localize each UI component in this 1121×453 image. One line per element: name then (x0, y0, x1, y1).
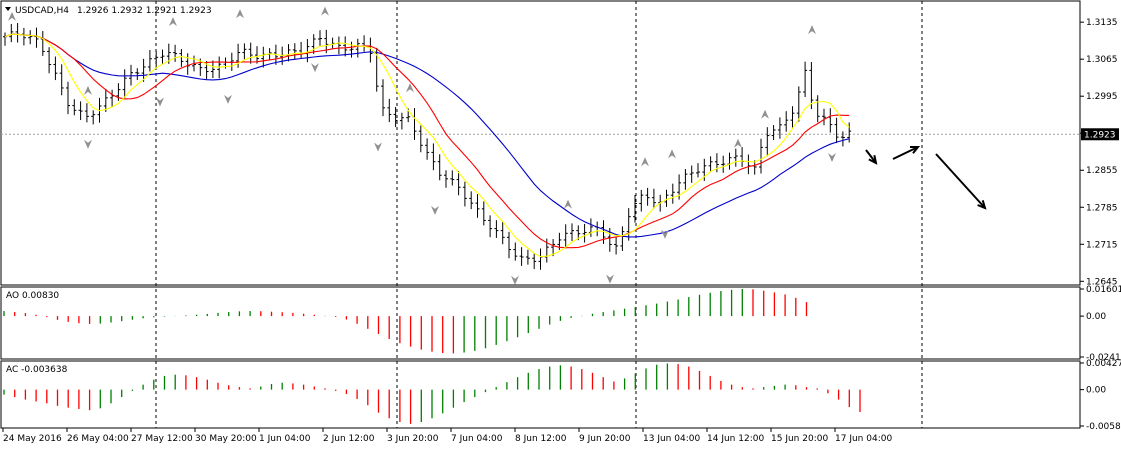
ao-tick-label: 0.00 (1086, 312, 1106, 322)
fractal-down-marker (224, 94, 232, 104)
fractal-down-marker (431, 205, 439, 215)
forecast-arrow-down-small (865, 149, 877, 164)
fractal-down-marker (511, 275, 519, 285)
time-axis-label: 15 Jun 20:00 (771, 434, 828, 444)
forecast-arrow-up (892, 146, 919, 160)
fractal-up-marker (406, 83, 414, 93)
time-axis-label: 2 Jun 12:00 (323, 434, 375, 444)
time-axis-label: 7 Jun 04:00 (451, 434, 503, 444)
time-axis-label: 30 May 20:00 (195, 434, 257, 444)
fractal-down-marker (828, 153, 836, 163)
header: USDCAD,H4 1.2926 1.2932 1.2921 1.2923 AO… (5, 6, 212, 375)
fractal-up-marker (84, 85, 92, 95)
ma-mid-line (4, 33, 850, 249)
time-axis-label: 13 Jun 04:00 (643, 434, 700, 444)
current-price-box (1081, 128, 1119, 141)
price-tick-label: 1.2645 (1086, 277, 1118, 287)
ma-fast-line (4, 33, 850, 258)
fractal-down-marker (661, 229, 669, 239)
current-price-label: 1.2923 (1084, 130, 1116, 140)
time-axis-label: 8 Jun 12:00 (515, 434, 567, 444)
fractal-up-marker (564, 199, 572, 209)
price-tick-label: 1.2785 (1086, 203, 1118, 213)
fractal-down-marker (311, 63, 319, 73)
forecast-arrow-down (935, 153, 986, 209)
price-tick-label: 1.2715 (1086, 240, 1118, 250)
fractal-up-marker (236, 9, 244, 19)
time-axis-label: 14 Jun 12:00 (707, 434, 764, 444)
vertical-dashed-markers (155, 1, 923, 428)
ac-tick-label: 0.004274 (1086, 359, 1121, 369)
time-axis-label: 24 May 2016 (3, 434, 62, 444)
price-tick-label: 1.2995 (1086, 92, 1118, 102)
ac-tick-label: -0.00584 (1086, 422, 1121, 432)
ao-title: AO 0.00830 (6, 291, 59, 301)
ma-slow-line (4, 33, 850, 238)
ac-title: AC -0.003638 (6, 365, 68, 375)
fractal-down-marker (156, 97, 164, 107)
ao-tick-label: 0.01601 (1086, 285, 1121, 295)
time-axis-label: 9 Jun 20:00 (579, 434, 631, 444)
forecast-arrow-up-head (909, 145, 921, 154)
price-tick-label: 1.3065 (1086, 55, 1118, 65)
fractal-up-marker (8, 11, 16, 21)
time-axis-label: 26 May 04:00 (67, 434, 129, 444)
ao-tick-label: -0.02414 (1086, 353, 1121, 363)
time-axis-label: 3 Jun 20:00 (387, 434, 439, 444)
fractal-down-marker (606, 274, 614, 284)
time-axis-label: 27 May 12:00 (131, 434, 193, 444)
ac-tick-label: 0.00 (1086, 386, 1106, 396)
ohlc-label: 1.2926 1.2932 1.2921 1.2923 (77, 6, 212, 16)
axes-labels: 1.31351.30651.29951.29251.28551.27851.27… (2, 18, 1121, 444)
fractal-up-marker (668, 149, 676, 159)
time-axis-label: 17 Jun 04:00 (835, 434, 892, 444)
forecast-arrow-down-head (977, 200, 987, 210)
main-panel-frame (0, 0, 1081, 286)
price-tick-label: 1.3135 (1086, 18, 1118, 28)
fractal-down-marker (84, 139, 92, 149)
collapse-triangle-icon (5, 7, 11, 11)
fractal-up-marker (761, 109, 769, 119)
ac-panel-frame (0, 360, 1081, 429)
fractal-up-marker (808, 25, 816, 35)
panel-frames (0, 0, 1081, 429)
fractal-up-marker (321, 6, 329, 16)
fractal-up-marker (169, 17, 177, 27)
forecast-arrow-down-small-head (868, 154, 878, 165)
fractal-up-marker (734, 138, 742, 148)
fractal-up-marker (641, 157, 649, 167)
ac-histogram (3, 363, 861, 424)
price-tick-label: 1.2855 (1086, 166, 1118, 176)
ao-panel-frame (0, 286, 1081, 360)
price-panel-content (1, 6, 1080, 285)
symbol-label: USDCAD,H4 (15, 6, 69, 16)
time-axis-label: 1 Jun 04:00 (259, 434, 311, 444)
fractal-down-marker (374, 142, 382, 152)
ao-histogram (3, 289, 808, 354)
